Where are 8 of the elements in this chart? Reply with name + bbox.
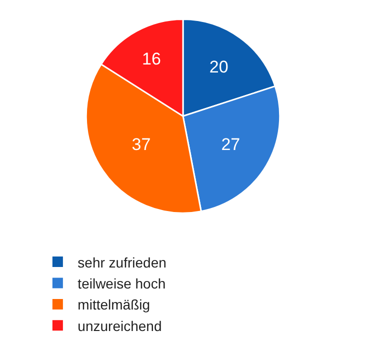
data-label: 20 <box>209 57 228 76</box>
legend-label: mittelmäßig <box>78 296 150 313</box>
data-label: 37 <box>132 135 151 154</box>
legend-label: teilweise hoch <box>78 275 166 292</box>
legend-label: unzureichend <box>78 318 162 334</box>
data-label: 16 <box>142 49 161 68</box>
legend-label: sehr zufrieden <box>78 254 166 270</box>
data-label: 27 <box>221 134 240 154</box>
